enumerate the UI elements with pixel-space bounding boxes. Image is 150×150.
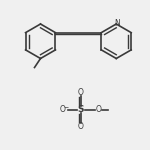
Text: O: O (60, 105, 66, 114)
Text: O: O (78, 122, 84, 131)
Text: N: N (114, 19, 120, 28)
Text: −: − (64, 105, 69, 110)
Text: O: O (78, 88, 84, 97)
Text: O: O (95, 105, 101, 114)
Text: S: S (78, 105, 84, 114)
